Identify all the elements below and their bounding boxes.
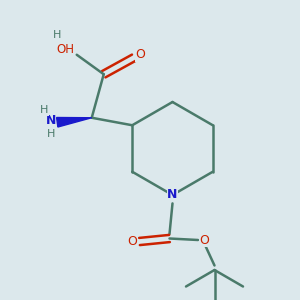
Text: OH: OH bbox=[56, 43, 74, 56]
Text: O: O bbox=[200, 233, 209, 247]
Text: H: H bbox=[46, 129, 55, 139]
Text: N: N bbox=[45, 114, 56, 127]
Text: O: O bbox=[135, 48, 145, 61]
Polygon shape bbox=[57, 118, 92, 127]
Text: H: H bbox=[52, 30, 61, 40]
Text: N: N bbox=[167, 188, 178, 202]
Text: O: O bbox=[127, 235, 137, 248]
Text: H: H bbox=[40, 105, 49, 115]
